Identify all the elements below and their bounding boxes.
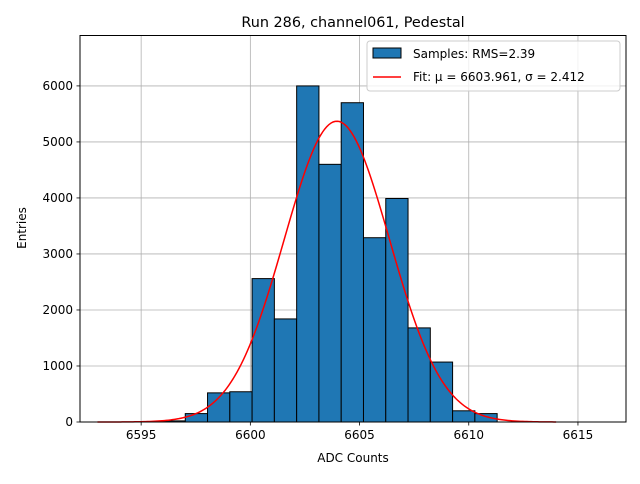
y-tick-label: 5000 xyxy=(42,135,73,149)
histogram-bar xyxy=(229,391,253,423)
x-axis-label: ADC Counts xyxy=(317,451,389,465)
legend-swatch-samples xyxy=(372,47,402,59)
y-axis-label: Entries xyxy=(15,207,29,249)
histogram-bar xyxy=(318,163,342,423)
histogram-bar xyxy=(407,327,431,423)
legend-box xyxy=(366,40,621,92)
y-tick-label: 2000 xyxy=(42,303,73,317)
x-tick-label: 6615 xyxy=(563,428,594,442)
histogram-bar xyxy=(362,237,387,423)
y-tick-label: 0 xyxy=(65,415,73,429)
fit-layer xyxy=(97,120,557,423)
plot-frame xyxy=(79,35,627,423)
x-tick-label: 6595 xyxy=(126,428,157,442)
histogram-bar xyxy=(296,85,320,423)
y-ticks: 0 1000 2000 3000 4000 5000 6000 xyxy=(42,79,80,429)
y-tick-label: 6000 xyxy=(42,79,73,93)
x-tick-label: 6600 xyxy=(235,428,266,442)
histogram-bar xyxy=(184,413,209,423)
histogram-bar xyxy=(452,410,476,423)
legend-label-fit: Fit: μ = 6603.961, σ = 2.412 xyxy=(413,70,585,84)
x-tick-label: 6605 xyxy=(344,428,375,442)
y-tick-label: 3000 xyxy=(42,247,73,261)
histogram-bar xyxy=(251,278,275,423)
legend-label-samples: Samples: RMS=2.39 xyxy=(413,47,535,61)
chart-title: Run 286, channel061, Pedestal xyxy=(241,15,464,31)
x-ticks: 6595 6600 6605 6610 6615 xyxy=(126,422,593,442)
bars-layer xyxy=(162,85,498,423)
fit-curve xyxy=(97,120,557,423)
histogram-bar xyxy=(273,318,298,423)
histogram-bar xyxy=(385,198,409,423)
legend: Samples: RMS=2.39 Fit: μ = 6603.961, σ =… xyxy=(366,40,621,92)
y-tick-label: 1000 xyxy=(42,359,73,373)
y-tick-label: 4000 xyxy=(42,191,73,205)
x-tick-label: 6610 xyxy=(453,428,484,442)
